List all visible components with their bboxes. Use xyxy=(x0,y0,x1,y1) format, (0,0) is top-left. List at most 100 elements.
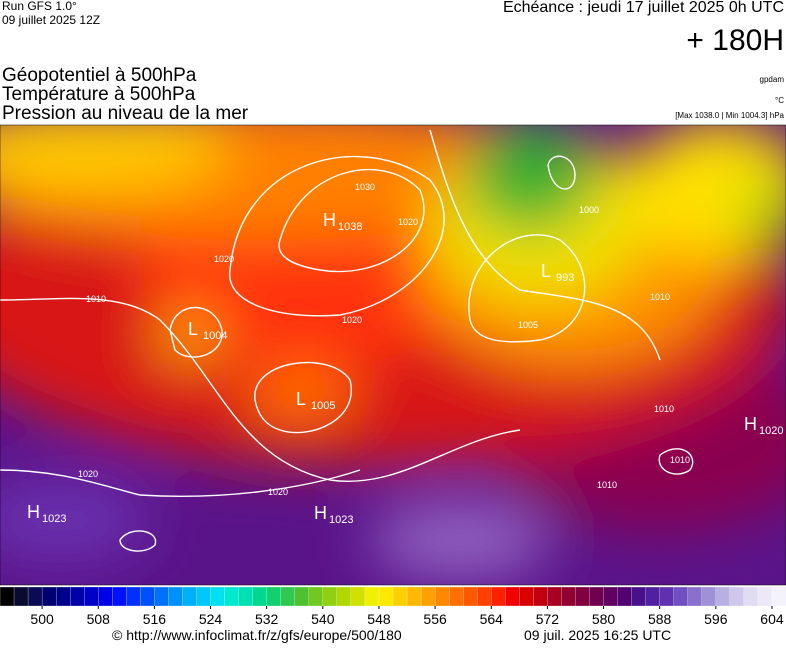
isobar-label: 1010 xyxy=(654,404,674,414)
pressure-center-letter: H xyxy=(744,414,757,434)
colorbar-swatch xyxy=(294,586,310,607)
colorbar-swatch xyxy=(55,586,71,607)
colorbar-swatch xyxy=(112,586,127,607)
colorbar-swatch xyxy=(238,586,254,607)
pressure-center-letter: L xyxy=(188,319,198,339)
colorbar-swatch xyxy=(210,586,226,607)
colorbar-label: 556 xyxy=(423,611,447,627)
colorbar-swatch xyxy=(252,586,268,607)
unit-label: [Max 1038.0 | Min 1004.3] hPa xyxy=(675,111,784,120)
colorbar-swatch xyxy=(547,586,563,607)
colorbar-label: 572 xyxy=(536,611,560,627)
colorbar-swatch xyxy=(224,586,240,607)
isobar-label: 1030 xyxy=(355,182,375,192)
pressure-center-letter: L xyxy=(296,389,306,409)
colorbar-swatch xyxy=(406,586,422,607)
pressure-center-value: 1004 xyxy=(203,330,227,342)
colorbar-swatch xyxy=(392,586,408,607)
colorbar-swatch xyxy=(434,586,450,607)
unit-label: °C xyxy=(775,96,784,105)
pressure-center-letter: L xyxy=(541,261,551,281)
run-label: Run GFS 1.0° xyxy=(2,0,77,13)
pressure-center-value: 1023 xyxy=(42,513,66,525)
colorbar-label: 548 xyxy=(367,611,391,627)
colorbar-label: 524 xyxy=(199,611,223,627)
colorbar-swatch xyxy=(491,586,506,607)
colorbar-swatch xyxy=(477,586,492,607)
colorbar-label: 500 xyxy=(30,611,54,627)
pressure-center-letter: H xyxy=(27,502,40,522)
colorbar-swatch xyxy=(589,586,605,607)
isobar-label: 1020 xyxy=(214,254,234,264)
title: Température à 500hPa xyxy=(2,84,196,105)
colorbar-swatch xyxy=(743,586,759,607)
colorbar-swatch xyxy=(631,586,647,607)
pressure-center-letter: H xyxy=(323,210,336,230)
run-date: 09 juillet 2025 12Z xyxy=(2,13,100,27)
colorbar-swatch xyxy=(463,586,478,607)
colorbar-swatch xyxy=(154,586,170,607)
colorbar-swatch xyxy=(168,586,184,607)
colorbar-label: 516 xyxy=(143,611,167,627)
colorbar-swatch xyxy=(13,586,29,607)
colorbar-swatch xyxy=(266,586,282,607)
pressure-center-value: 993 xyxy=(556,272,574,284)
colorbar-swatch xyxy=(505,586,520,607)
colorbar-swatch xyxy=(687,586,703,607)
colorbar-swatch xyxy=(182,586,198,607)
colorbar-swatch xyxy=(603,586,619,607)
colorbar-swatch xyxy=(533,586,549,607)
pressure-center-value: 1005 xyxy=(311,400,335,412)
colorbar-swatch xyxy=(771,586,786,607)
colorbar-swatch xyxy=(336,586,352,607)
colorbar-swatch xyxy=(140,586,156,607)
colorbar-swatch xyxy=(98,586,113,607)
colorbar-swatch xyxy=(729,586,745,607)
colorbar-swatch xyxy=(322,586,338,607)
colorbar-swatch xyxy=(448,586,464,607)
map-frame xyxy=(0,124,786,586)
colorbar-swatch xyxy=(659,586,675,607)
colorbar-swatch xyxy=(673,586,689,607)
isobar-label: 1020 xyxy=(268,487,288,497)
colorbar-swatch xyxy=(575,586,591,607)
colorbar-swatch xyxy=(378,586,394,607)
colorbar-swatch xyxy=(196,586,212,607)
colorbar-swatch xyxy=(70,586,85,607)
colorbar-swatch xyxy=(308,586,324,607)
colorbar-swatch xyxy=(364,586,380,607)
colorbar-swatch xyxy=(617,586,633,607)
colorbar-swatch xyxy=(280,586,296,607)
colorbar-swatch xyxy=(561,586,577,607)
colorbar-label: 532 xyxy=(255,611,279,627)
colorbar-label: 596 xyxy=(704,611,728,627)
colorbar-label: 588 xyxy=(648,611,672,627)
colorbar-swatch xyxy=(519,586,535,607)
isobar-label: 1020 xyxy=(342,315,362,325)
isobar-label: 1010 xyxy=(670,455,690,465)
colorbar-swatch xyxy=(715,586,731,607)
pressure-center-letter: H xyxy=(314,503,327,523)
isobar-label: 1020 xyxy=(78,469,98,479)
title: Géopotentiel à 500hPa xyxy=(2,65,197,86)
isobar-label: 1010 xyxy=(86,294,106,304)
isobar-label: 1005 xyxy=(518,320,538,330)
colorbar-swatch xyxy=(126,586,142,607)
colorbar-swatch xyxy=(350,586,366,607)
colorbar-label: 604 xyxy=(760,611,784,627)
colorbar-label: 540 xyxy=(311,611,335,627)
map-field xyxy=(0,125,786,585)
pressure-center-value: 1023 xyxy=(329,514,353,526)
colorbar-swatch xyxy=(84,586,99,607)
colorbar-swatch xyxy=(27,586,43,607)
colorbar-label: 508 xyxy=(87,611,111,627)
colorbar-swatch xyxy=(420,586,436,607)
isobar-label: 1020 xyxy=(398,217,418,227)
lead-time: + 180H xyxy=(686,24,784,57)
colorbar-swatch xyxy=(701,586,717,607)
title: Pression au niveau de la mer xyxy=(2,103,249,124)
colorbar-label: 580 xyxy=(592,611,616,627)
forecast-time: Echéance : jeudi 17 juillet 2025 0h UTC xyxy=(503,0,784,16)
pressure-center-value: 1038 xyxy=(338,221,362,233)
colorbar-swatch xyxy=(0,586,15,607)
